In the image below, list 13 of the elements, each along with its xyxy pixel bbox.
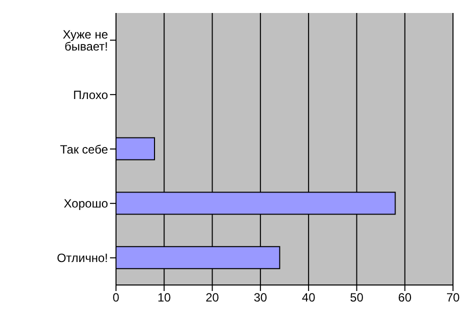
y-tick-label: Плохо	[73, 88, 108, 102]
y-tick-label: Хуже не бывает!	[62, 27, 108, 54]
y-tick-label: Так себе	[60, 142, 108, 156]
x-tick-label: 30	[254, 290, 268, 305]
x-tick-label: 0	[112, 290, 120, 305]
y-tick-label: Хорошо	[64, 196, 108, 211]
y-tick-label: Отлично!	[56, 251, 108, 266]
x-tick-label: 40	[302, 290, 316, 305]
x-tick-label: 20	[206, 290, 220, 305]
x-tick-label: 10	[157, 290, 172, 305]
x-tick-label: 60	[398, 290, 412, 305]
x-tick-label: 50	[350, 290, 364, 305]
x-tick-label: 70	[446, 290, 460, 305]
